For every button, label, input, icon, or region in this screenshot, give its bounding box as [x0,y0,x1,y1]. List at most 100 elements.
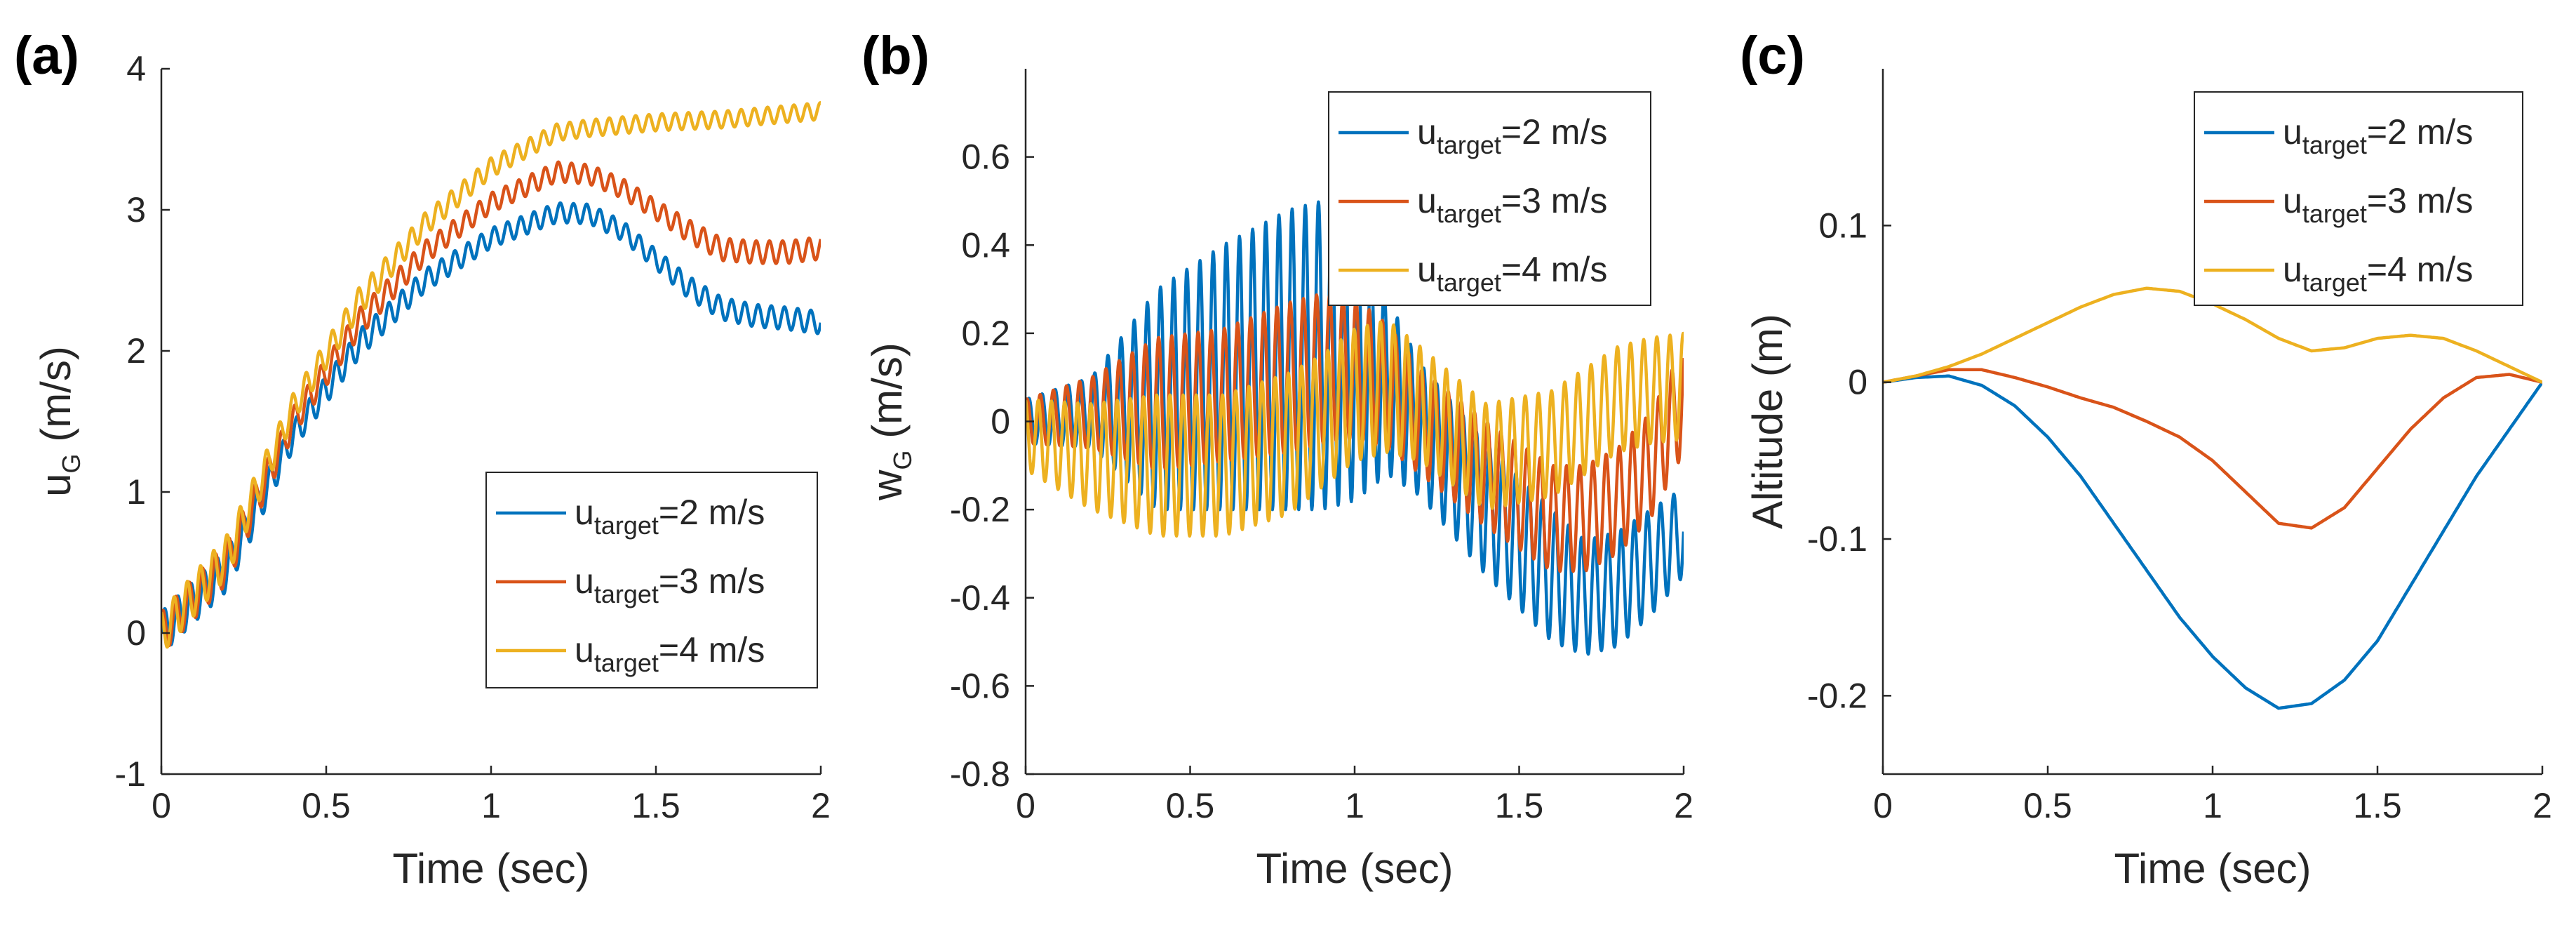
y-tick-label: 0.4 [961,225,1010,265]
legend-main: u [2283,112,2302,152]
series-line-3 [1026,320,1684,538]
x-axis-title: Time (sec) [1256,845,1453,892]
x-axis-title: Time (sec) [392,845,589,892]
legend-entry-2: utarget=3 m/s [2283,181,2473,228]
legend-sub: target [1437,199,1501,228]
legend-entry-2: utarget=3 m/s [1417,181,1607,228]
y-tick-label: -0.1 [1807,519,1867,559]
y-axis-title: Altitude (m) [1744,314,1791,529]
legend-entry-2: utarget=3 m/s [575,561,765,608]
x-tick-label: 2 [2533,786,2552,825]
series-line-1 [1883,374,2542,710]
legend-rest: =3 m/s [2367,181,2473,220]
y-tick-label: -0.2 [1807,676,1867,715]
legend-main: u [2283,250,2302,289]
legend-rest: =2 m/s [2367,112,2473,152]
x-tick-label: 0.5 [2023,786,2072,825]
legend-main: u [575,493,594,532]
y-tick-label: 1 [126,472,146,512]
legend-sub: target [594,648,659,677]
y-tick-label: 0 [126,613,146,653]
chart-panel-3: 0 0.5 1 1.5 2 -0.2 -0.1 0 0.1 Time (sec) Altitude … [1740,26,2552,892]
legend-main: u [575,561,594,601]
x-tick-label: 1 [1345,786,1364,825]
legend-rest: =3 m/s [659,561,765,601]
y-tick-label: 0.2 [961,314,1010,353]
y-axis-title-sub: G [888,450,917,470]
y-tick-label: 2 [126,331,146,371]
series-group [1026,200,1684,656]
y-axis-title: wG (m/s) [864,342,917,501]
y-tick-label: 0.6 [961,138,1010,177]
legend-sub: target [2302,268,2367,297]
legend-sub: target [2302,131,2367,159]
legend-entry-3: utarget=4 m/s [1417,250,1607,297]
legend-main: u [1417,250,1437,289]
x-tick-label: 1.5 [631,786,680,825]
x-tick-label: 1.5 [1495,786,1544,825]
legend-entry-1: utarget=2 m/s [1417,112,1607,159]
y-axis-title-unit: (m/s) [864,342,911,450]
y-tick-label: 3 [126,190,146,229]
legend-rest: =4 m/s [2367,250,2473,289]
x-tick-label: 0 [1016,786,1035,825]
y-tick-label: -0.6 [950,666,1010,705]
x-tick-label: 1 [2203,786,2222,825]
legend-main: u [1417,112,1437,152]
y-axis-title-unit: (m/s) [32,346,79,453]
panel-label: (a) [14,26,79,86]
legend-sub: target [2302,199,2367,228]
legend-rest: =4 m/s [659,630,765,670]
x-axis-title: Time (sec) [2114,845,2311,892]
legend-main: u [2283,181,2302,220]
legend-sub: target [594,580,659,608]
legend-main: u [575,630,594,670]
x-tick-label: 0 [152,786,171,825]
series-line-2 [1883,368,2542,530]
y-tick-label: 0 [1848,363,1867,402]
y-tick-label: -0.2 [950,490,1010,529]
series-line-2 [1026,293,1684,573]
chart-panel-2: 0 0.5 1 1.5 2 -0.8 -0.6 -0.4 -0.2 0 0.2 0.4 0.6 Time … [861,26,1693,892]
legend-sub: target [1437,131,1501,159]
y-axis-title-main: Altitude (m) [1744,314,1791,529]
legend-rest: =2 m/s [659,493,765,532]
series-group [161,101,821,649]
y-tick-label: 0.1 [1818,206,1867,245]
x-tick-label: 0.5 [1166,786,1215,825]
legend-entry-3: utarget=4 m/s [575,630,765,677]
series-line-3 [161,101,821,649]
x-tick-label: 0.5 [302,786,351,825]
series-line-1 [1026,200,1684,656]
y-tick-label: 0 [991,402,1010,441]
legend-rest: =2 m/s [1501,112,1607,152]
x-tick-label: 2 [811,786,831,825]
series-group [1883,286,2542,710]
y-axis-title-main: w [864,470,911,501]
y-tick-label: -0.4 [950,578,1010,618]
x-tick-label: 1 [481,786,501,825]
legend-sub: target [594,511,659,540]
y-tick-label: 4 [126,49,146,88]
legend-sub: target [1437,268,1501,297]
legend-rest: =3 m/s [1501,181,1607,220]
legend-entry-1: utarget=2 m/s [575,493,765,540]
x-tick-label: 2 [1674,786,1693,825]
legend-rest: =4 m/s [1501,250,1607,289]
legend-main: u [1417,181,1437,220]
x-tick-label: 0 [1873,786,1893,825]
y-axis-title: uG (m/s) [32,346,86,497]
legend-entry-1: utarget=2 m/s [2283,112,2473,159]
panel-label: (b) [861,26,930,86]
legend-entry-3: utarget=4 m/s [2283,250,2473,297]
y-axis-title-main: u [32,473,79,496]
panel-label: (c) [1740,26,1805,86]
x-tick-label: 1.5 [2353,786,2402,825]
y-axis-title-sub: G [57,453,86,473]
y-tick-label: -0.8 [950,754,1010,794]
